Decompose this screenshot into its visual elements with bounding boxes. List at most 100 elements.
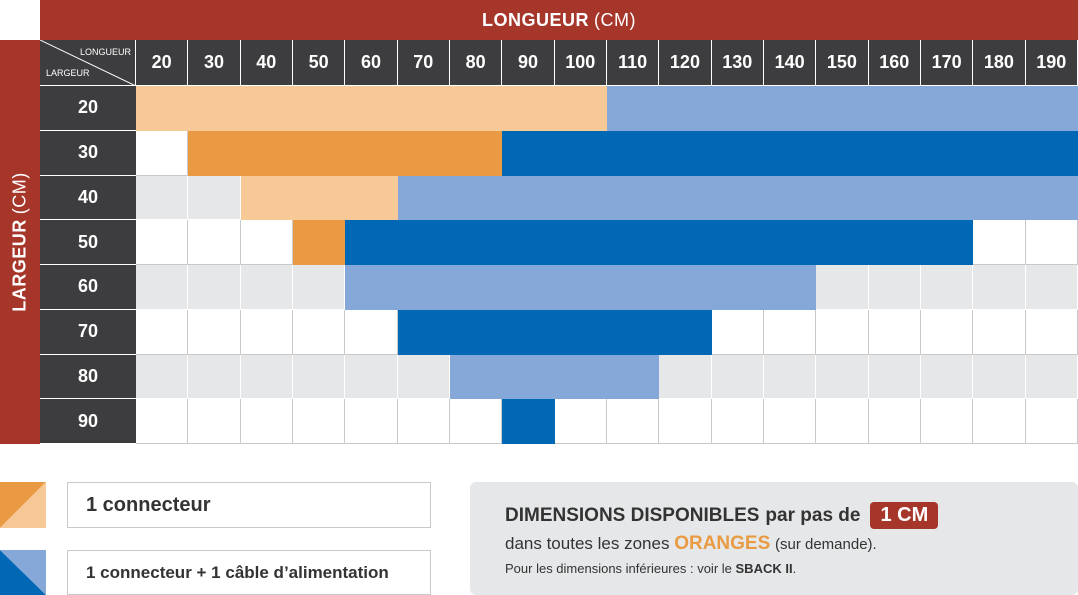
unavailable-cell [816, 399, 869, 444]
length-header-unit: (CM) [594, 9, 636, 30]
unavailable-cell [973, 309, 1026, 355]
length-column-header: 50 [292, 40, 346, 86]
single-connector-cell [240, 175, 293, 221]
connector-cable-cell [502, 354, 555, 400]
unavailable-cell [973, 220, 1026, 265]
length-column-header: 90 [502, 40, 555, 86]
unavailable-cell [973, 399, 1026, 444]
single-connector-cell [449, 130, 503, 176]
connector-cable-cell [606, 309, 660, 355]
unavailable-cell [554, 399, 607, 444]
single-connector-cell [397, 86, 450, 131]
single-connector-cell [554, 86, 607, 131]
unavailable-cell [188, 175, 241, 221]
unavailable-cell [763, 399, 817, 444]
connector-cable-cell [711, 265, 764, 310]
single-connector-cell [292, 86, 346, 131]
single-connector-cell [240, 130, 293, 176]
unavailable-cell [292, 265, 346, 310]
unavailable-cell [136, 354, 189, 400]
connector-cable-cell [659, 220, 712, 265]
corner-diagonal [40, 40, 135, 85]
connector-cable-cell [763, 265, 817, 310]
unavailable-cell [240, 309, 293, 355]
legend-item-connector-cable: 1 connecteur + 1 câble d’alimentation [67, 550, 431, 595]
single-connector-cell [397, 130, 450, 176]
connector-cable-cell [397, 220, 450, 265]
connector-cable-cell [606, 130, 660, 176]
info-orange-word: ORANGES [674, 533, 771, 554]
info-title: DIMENSIONS DISPONIBLES [505, 504, 760, 526]
connector-cable-cell [920, 86, 974, 131]
connector-cable-cell [502, 175, 555, 221]
unavailable-cell [292, 309, 346, 355]
unavailable-cell [292, 354, 346, 400]
info-zones-text: dans toutes les zones [505, 534, 670, 553]
single-connector-cell [292, 130, 346, 176]
connector-cable-cell [502, 220, 555, 265]
info-period: . [792, 561, 797, 576]
unavailable-cell [188, 309, 241, 355]
info-smaller-text: Pour les dimensions inférieures : voir l… [505, 561, 732, 576]
unavailable-cell [136, 309, 189, 355]
length-header-title: LONGUEUR [482, 9, 589, 30]
connector-cable-cell [606, 354, 660, 400]
connector-cable-cell [502, 399, 555, 444]
single-connector-cell [188, 130, 241, 176]
length-column-header: 160 [868, 40, 921, 86]
connector-cable-cell [659, 175, 712, 221]
connector-cable-cell [816, 175, 869, 221]
connector-cable-cell [449, 220, 503, 265]
availability-info-panel: DIMENSIONS DISPONIBLES par pas de 1 CM d… [470, 482, 1078, 595]
connector-cable-cell [711, 86, 764, 131]
connector-cable-cell [868, 175, 921, 221]
unavailable-cell [763, 309, 817, 355]
unavailable-cell [397, 354, 450, 400]
unavailable-cell [240, 354, 293, 400]
connector-cable-cell [449, 265, 503, 310]
connector-cable-cell [973, 86, 1026, 131]
connector-cable-cell [502, 309, 555, 355]
width-row-header: 70 [40, 309, 136, 355]
unavailable-cell [816, 309, 869, 355]
connector-cable-cell [554, 354, 607, 400]
connector-cable-cell [345, 265, 398, 310]
single-connector-cell [240, 86, 293, 131]
connector-cable-cell [816, 130, 869, 176]
unavailable-cell [345, 399, 398, 444]
info-product-link[interactable]: SBACK II [735, 561, 793, 576]
connector-cable-cell [973, 175, 1026, 221]
connector-cable-cell [816, 86, 869, 131]
connector-cable-cell [711, 130, 764, 176]
length-column-header: 60 [345, 40, 398, 86]
connector-cable-cell [554, 130, 607, 176]
connector-cable-cell [606, 86, 660, 131]
connector-cable-cell [606, 220, 660, 265]
single-connector-cell [292, 220, 346, 265]
single-connector-cell [502, 86, 555, 131]
connector-cable-cell [449, 354, 503, 400]
connector-cable-cell [345, 220, 398, 265]
unavailable-cell [1025, 309, 1078, 355]
length-column-header: 150 [816, 40, 869, 86]
info-step-text: par pas de [765, 504, 861, 526]
length-column-header: 190 [1025, 40, 1078, 86]
connector-cable-cell [606, 175, 660, 221]
unavailable-cell [920, 354, 974, 400]
length-column-header: 140 [763, 40, 817, 86]
connector-cable-cell [868, 86, 921, 131]
connector-cable-cell [502, 130, 555, 176]
single-connector-cell [449, 86, 503, 131]
unavailable-cell [240, 220, 293, 265]
unavailable-cell [188, 265, 241, 310]
length-column-header: 40 [240, 40, 293, 86]
connector-cable-cell [816, 220, 869, 265]
connector-cable-cell [868, 220, 921, 265]
connector-cable-cell [449, 309, 503, 355]
connector-cable-cell [920, 175, 974, 221]
unavailable-cell [711, 309, 764, 355]
width-side-unit: (CM) [9, 172, 30, 215]
unavailable-cell [920, 399, 974, 444]
unavailable-cell [188, 399, 241, 444]
length-column-header: 100 [554, 40, 607, 86]
